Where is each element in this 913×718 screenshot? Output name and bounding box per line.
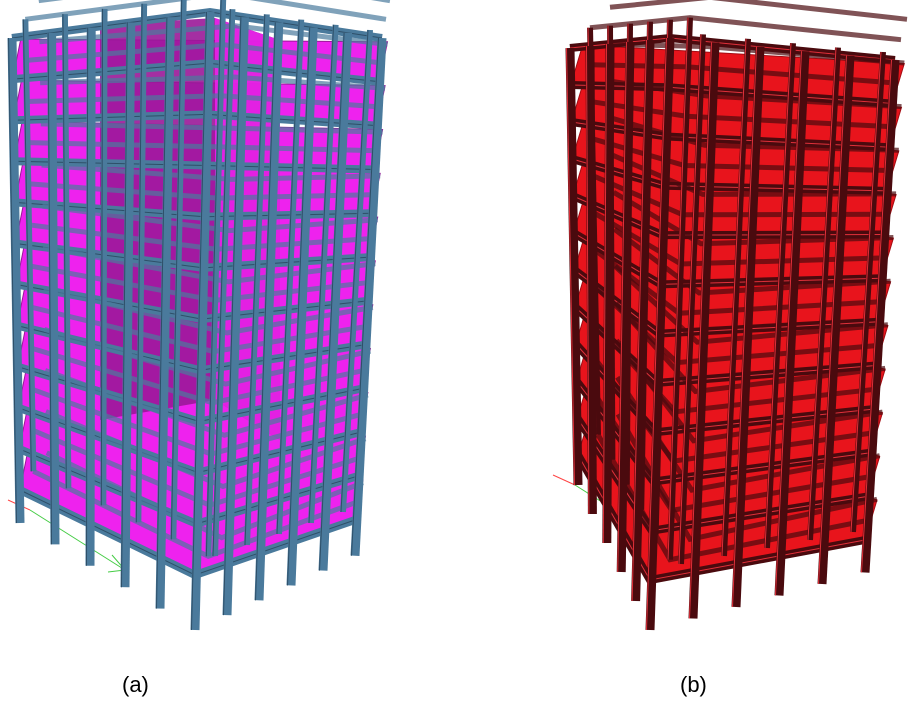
column (205, 0, 227, 557)
columns (7, 0, 387, 631)
column (318, 32, 353, 571)
structural-model-b (540, 0, 913, 660)
column-edge (667, 17, 689, 560)
column (645, 37, 675, 631)
column-edge (308, 24, 335, 524)
column (807, 47, 841, 541)
y-axis-line (29, 509, 126, 571)
column (170, 0, 187, 540)
beam-inner (609, 0, 908, 22)
column (860, 59, 900, 573)
column-edge (861, 59, 892, 573)
column (631, 39, 655, 602)
caption-a: (a) (122, 672, 149, 697)
column (721, 38, 751, 557)
column (85, 27, 96, 566)
beam-inner (24, 0, 387, 22)
column-edge (170, 0, 183, 540)
column (308, 24, 339, 524)
column-edge (764, 43, 792, 549)
column (774, 50, 810, 596)
column (585, 45, 597, 515)
column-edge (47, 32, 52, 545)
column-edge (721, 38, 747, 557)
column-edge (319, 32, 345, 571)
column-edge (818, 55, 847, 585)
column (135, 3, 148, 523)
column-edge (646, 37, 667, 631)
beam-inner (38, 0, 391, 4)
column-edge (100, 8, 104, 506)
column-edge (276, 19, 300, 535)
building-frame-b (552, 0, 908, 631)
column (764, 43, 796, 549)
column-edge (340, 29, 369, 513)
column (286, 27, 318, 586)
column-edge (586, 45, 590, 515)
column-edge (22, 19, 32, 472)
column-edge (62, 14, 67, 489)
column (616, 41, 635, 573)
column-edge (732, 46, 757, 608)
column (190, 11, 215, 631)
column (276, 19, 305, 535)
building-frame-a (7, 0, 391, 631)
column-edge (86, 27, 89, 566)
column (667, 17, 693, 560)
caption-b: (b) (680, 672, 707, 697)
column (100, 8, 108, 506)
columns (565, 17, 900, 631)
column (47, 32, 60, 545)
column-edge (351, 37, 379, 556)
column-edge (617, 41, 627, 573)
column-edge (205, 0, 222, 557)
column-edge (121, 22, 128, 588)
column (7, 37, 25, 524)
column (222, 17, 249, 616)
column-edge (244, 14, 266, 546)
column (565, 47, 583, 486)
column-edge (212, 9, 231, 557)
column (155, 17, 175, 609)
column-edge (678, 34, 702, 565)
column-edge (255, 22, 276, 601)
column-edge (287, 27, 311, 586)
column (731, 46, 765, 608)
column-edge (850, 51, 882, 533)
column-edge (689, 42, 712, 619)
column (817, 55, 855, 585)
column (120, 22, 136, 588)
column (850, 51, 886, 533)
column-edge (807, 47, 837, 541)
column (212, 9, 236, 557)
column (254, 22, 284, 601)
column-edge (566, 47, 575, 486)
column-edge (191, 11, 207, 631)
column-edge (156, 17, 168, 609)
structural-model-a (0, 0, 400, 660)
column (61, 14, 72, 489)
beam-inner (589, 15, 902, 43)
column (244, 14, 270, 546)
column-edge (223, 17, 242, 616)
column-edge (631, 39, 647, 602)
column (350, 37, 387, 556)
x-axis-line (552, 474, 576, 486)
column-edge (602, 43, 607, 544)
column-edge (775, 51, 802, 596)
column (22, 19, 37, 472)
column (340, 29, 373, 513)
column-edge (8, 37, 17, 524)
column (688, 42, 720, 619)
column (602, 43, 615, 544)
column (678, 34, 706, 565)
column-edge (135, 3, 143, 523)
